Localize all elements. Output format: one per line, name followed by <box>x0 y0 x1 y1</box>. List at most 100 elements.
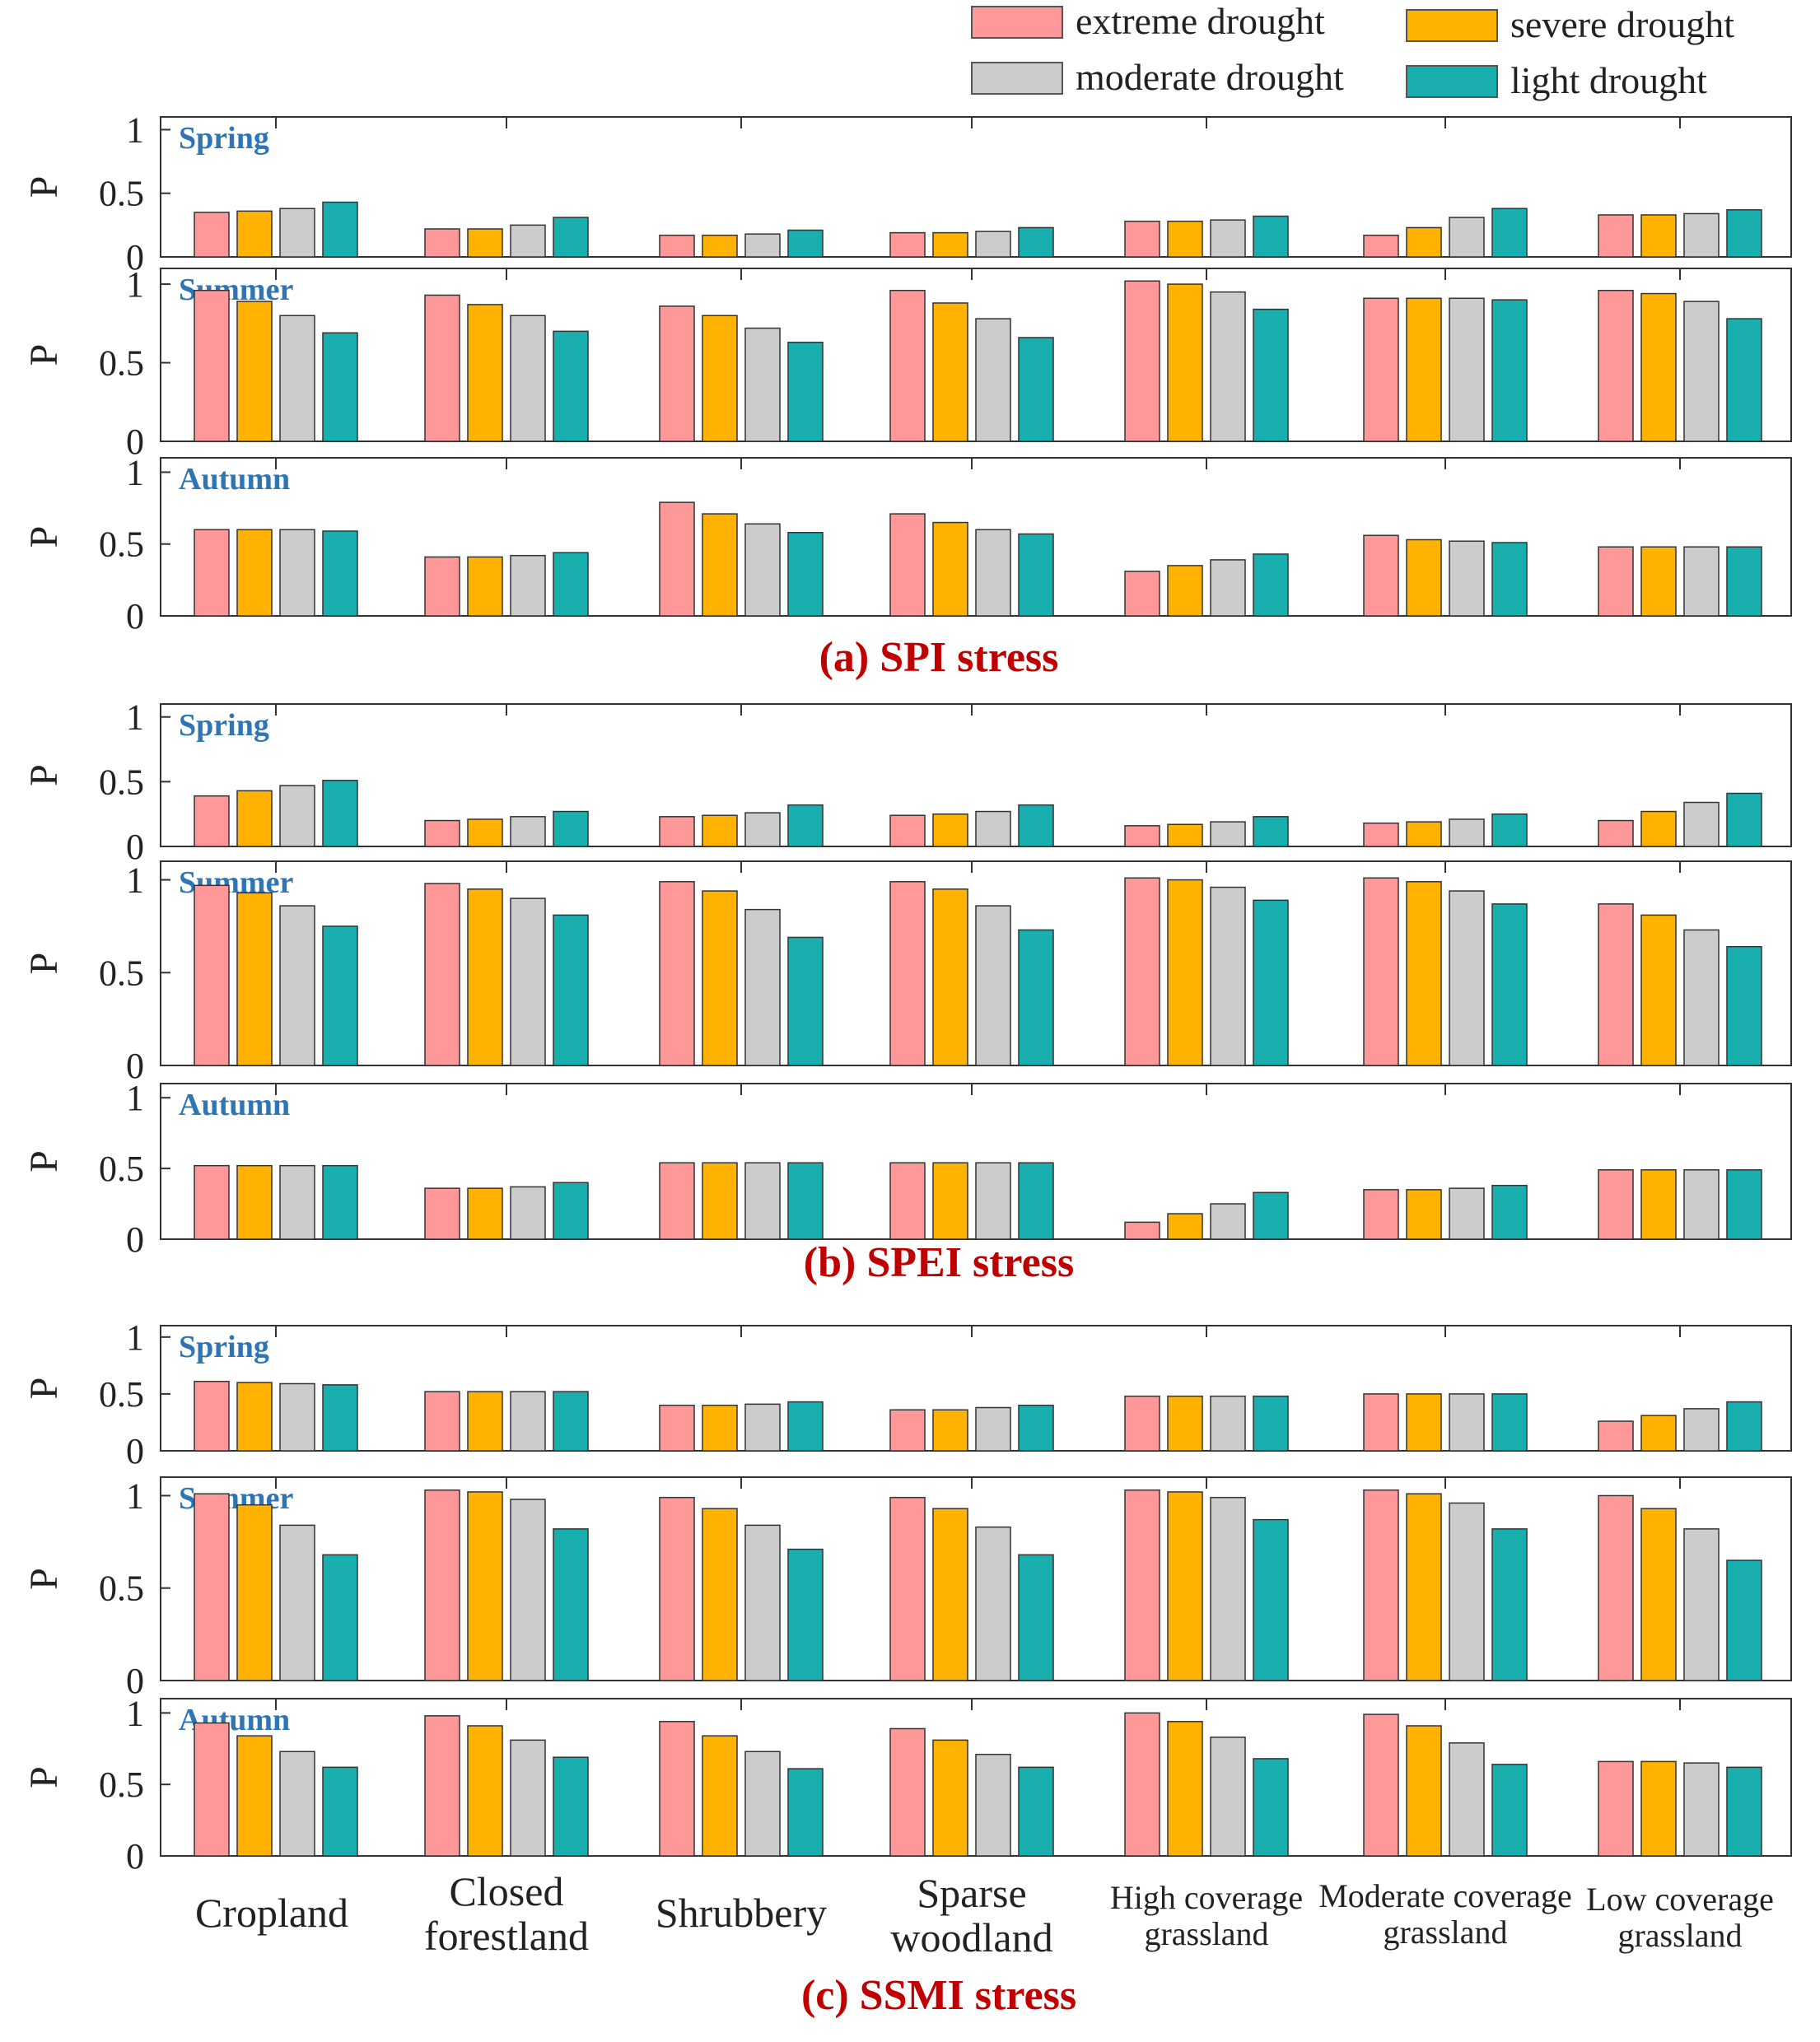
block2-panel1-bar-0-1 <box>236 1504 273 1681</box>
block1-panel2-bar-4-2 <box>1210 1203 1246 1240</box>
block2-panel2-bar-1-3 <box>553 1756 589 1857</box>
block1-panel0-bar-5-3 <box>1491 813 1528 847</box>
block2-panel2-bar-1-1 <box>467 1725 503 1857</box>
category-label-4-line-0: High coverage <box>1110 1879 1303 1916</box>
block2-panel1-bar-5-3 <box>1491 1528 1528 1681</box>
block1-panel2-bar-6-0 <box>1598 1169 1634 1240</box>
block1-panel0-bar-4-2 <box>1210 821 1246 847</box>
block1-panel2-bar-6-1 <box>1640 1169 1677 1240</box>
block2-panel1-bar-5-1 <box>1406 1493 1442 1681</box>
block0-panel1-bar-0-2 <box>279 315 315 442</box>
block1-panel1-bar-6-1 <box>1640 914 1677 1066</box>
legend-label-3: light drought <box>1510 59 1707 101</box>
block1-panel2-bar-4-1 <box>1167 1213 1203 1240</box>
block2-panel0-bar-5-2 <box>1449 1393 1485 1452</box>
block2-panel0-bar-1-3 <box>553 1391 589 1452</box>
block0-panel0-bar-5-3 <box>1491 207 1528 258</box>
category-label-3-line-1: woodland <box>890 1914 1052 1960</box>
block2-panel0-bar-3-2 <box>975 1406 1011 1452</box>
category-label-0-line-0: Cropland <box>195 1890 348 1936</box>
block1-panel0-bar-0-3 <box>322 780 358 847</box>
block0-panel2-bar-4-0 <box>1124 571 1160 617</box>
block0-panel2-bar-5-1 <box>1406 538 1442 617</box>
block0-panel2-bar-3-2 <box>975 529 1011 617</box>
block1-panel0-bar-0-1 <box>236 790 273 847</box>
block0-panel2-ytick-label-0: 0 <box>126 596 144 636</box>
block2-panel2-bar-3-0 <box>889 1727 926 1857</box>
block2-panel0-bar-3-0 <box>889 1409 926 1452</box>
block2-panel2-bar-4-3 <box>1253 1758 1289 1857</box>
block2-panel2-bar-0-2 <box>279 1751 315 1857</box>
block1-panel1-bar-5-2 <box>1449 890 1485 1066</box>
block1-panel0-bar-2-0 <box>659 816 695 847</box>
block1-panel0-bar-6-2 <box>1683 801 1720 847</box>
block0-panel1-bar-4-3 <box>1253 308 1289 442</box>
block1-panel0-bar-0-0 <box>194 795 230 847</box>
block2-panel2-bar-2-1 <box>702 1735 738 1857</box>
block2-panel1-ylabel: P <box>22 1568 66 1590</box>
block0-panel2-season-label: Autumn <box>179 462 290 497</box>
block0-panel0-bar-4-2 <box>1210 219 1246 258</box>
block1-panel1-bar-1-0 <box>424 883 460 1066</box>
block0-panel1-bar-6-2 <box>1683 301 1720 442</box>
block1-panel0-season-label: Spring <box>179 708 269 743</box>
block2-panel2-bar-0-3 <box>322 1766 358 1857</box>
block1-panel2-ylabel: P <box>22 1150 66 1173</box>
block1-panel1-bar-3-0 <box>889 881 926 1066</box>
block1-panel2-bar-0-1 <box>236 1164 273 1240</box>
block2-panel2-bar-3-1 <box>932 1739 968 1857</box>
block2-panel1-bar-1-3 <box>553 1528 589 1681</box>
block1-panel2-bar-1-1 <box>467 1187 503 1240</box>
block2-panel2-bar-0-1 <box>236 1735 273 1857</box>
block0-panel2-bar-2-2 <box>744 523 781 617</box>
block1-panel0-bar-0-2 <box>279 785 315 847</box>
block0-panel1-bar-4-1 <box>1167 283 1203 442</box>
block2-panel2-bar-3-2 <box>975 1753 1011 1857</box>
block0-panel0-bar-6-1 <box>1640 214 1677 258</box>
block2-panel1-bar-3-3 <box>1018 1554 1054 1681</box>
block1-panel1-bar-6-0 <box>1598 903 1634 1066</box>
block1-panel0-bar-4-0 <box>1124 825 1160 847</box>
block1-panel0-bar-1-1 <box>467 818 503 847</box>
block2-panel1-bar-4-0 <box>1124 1489 1160 1681</box>
block2-panel0-bar-4-0 <box>1124 1395 1160 1452</box>
block0-panel1-bar-0-3 <box>322 332 358 442</box>
block0-panel2-bar-5-2 <box>1449 540 1485 617</box>
block0-panel1-bar-3-1 <box>932 302 968 442</box>
block0-panel0-bar-3-2 <box>975 231 1011 258</box>
block2-panel2-bar-4-0 <box>1124 1712 1160 1857</box>
block1-panel0-ytick-label-0: 0 <box>126 827 144 867</box>
legend-swatch-2 <box>971 62 1063 95</box>
block1-panel2-ytick-label-1: 0.5 <box>99 1149 144 1189</box>
block2-panel1-bar-5-2 <box>1449 1502 1485 1681</box>
block0-panel2-bar-0-0 <box>194 529 230 617</box>
block2-panel0-bar-5-0 <box>1363 1393 1399 1452</box>
block2-panel1-bar-4-2 <box>1210 1496 1246 1681</box>
category-label-6-line-1: grassland <box>1617 1917 1742 1954</box>
block2-panel0-bar-6-3 <box>1726 1401 1762 1452</box>
block1-panel2-bar-3-3 <box>1018 1162 1054 1240</box>
block2-panel1-bar-1-2 <box>510 1499 546 1681</box>
block2-panel2-bar-6-1 <box>1640 1760 1677 1857</box>
block1-panel2-bar-6-3 <box>1726 1169 1762 1240</box>
block0-panel1-bar-6-1 <box>1640 292 1677 442</box>
block1-panel2-ytick-label-2: 1 <box>126 1078 144 1118</box>
block2-panel2-ylabel: P <box>22 1766 66 1788</box>
block2-panel0-ylabel: P <box>22 1378 66 1400</box>
category-label-6-line-0: Low coverage <box>1586 1881 1774 1918</box>
category-label-5-line-0: Moderate coverage <box>1318 1877 1572 1914</box>
block0-panel1-bar-2-3 <box>787 341 824 442</box>
block2-panel0-bar-0-2 <box>279 1382 315 1452</box>
block2-panel2-bar-6-2 <box>1683 1762 1720 1857</box>
block0-panel0-ylabel: P <box>22 176 66 198</box>
block0-panel1-ytick-label-1: 0.5 <box>99 343 144 384</box>
block1-panel1-bar-4-3 <box>1253 899 1289 1066</box>
block2-panel0-bar-3-3 <box>1018 1404 1054 1452</box>
block0-panel1-bar-5-0 <box>1363 297 1399 442</box>
block1-panel2-bar-4-0 <box>1124 1221 1160 1240</box>
legend-swatch-0 <box>971 6 1063 39</box>
block0-panel2-bar-3-0 <box>889 513 926 617</box>
block1-panel0-ytick-label-1: 0.5 <box>99 762 144 802</box>
block2-panel1-bar-6-1 <box>1640 1508 1677 1681</box>
block2-panel0-bar-6-2 <box>1683 1408 1720 1452</box>
